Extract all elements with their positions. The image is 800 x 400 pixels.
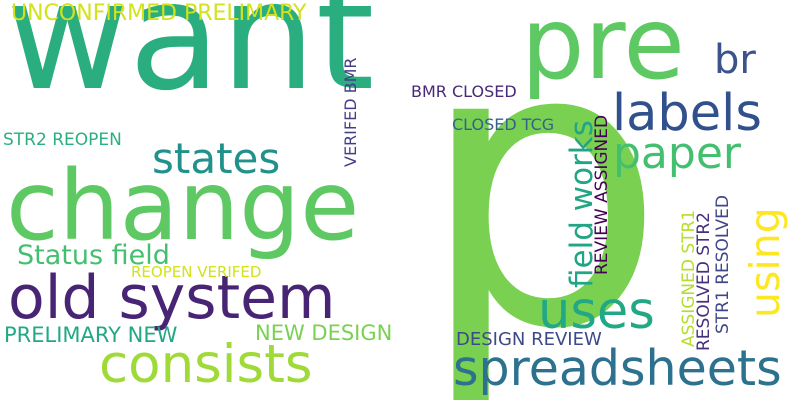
word-review-assigned: REVIEW ASSIGNED: [592, 114, 612, 275]
word-states: states: [152, 134, 281, 183]
word-paper: paper: [613, 128, 741, 179]
word-prelimary-new: PRELIMARY NEW: [4, 323, 178, 347]
word-status-field: Status field: [17, 240, 170, 271]
word-design-review: DESIGN REVIEW: [456, 329, 602, 350]
word-new-design: NEW DESIGN: [255, 321, 393, 345]
word-resolved-str2: RESOLVED STR2: [694, 212, 714, 351]
word-str1-resolved: STR1 RESOLVED: [713, 195, 733, 334]
word-want: want: [6, 0, 375, 124]
word-bmr-closed: BMR CLOSED: [411, 82, 517, 101]
word-spreadsheets: spreadsheets: [453, 340, 782, 397]
word-labels: labels: [612, 84, 762, 143]
word-old-system: old system: [8, 263, 336, 333]
word-consists: consists: [99, 334, 313, 395]
word-reopen-verifed: REOPEN VERIFED: [131, 263, 262, 281]
word-uses: uses: [538, 282, 655, 341]
word-p: p: [418, 0, 666, 400]
word-str2-reopen: STR2 REOPEN: [3, 130, 122, 150]
word-using: using: [741, 207, 789, 318]
word-pre: pre: [521, 0, 685, 102]
word-closed-tcg: CLOSED TCG: [452, 115, 555, 134]
word-unconfirmed-prelimary: UNCONFIRMED PRELIMARY: [11, 1, 307, 26]
word-change: change: [6, 150, 360, 262]
word-verifed-bmr: VERIFED BMR: [341, 57, 360, 167]
word-br: br: [714, 37, 756, 83]
